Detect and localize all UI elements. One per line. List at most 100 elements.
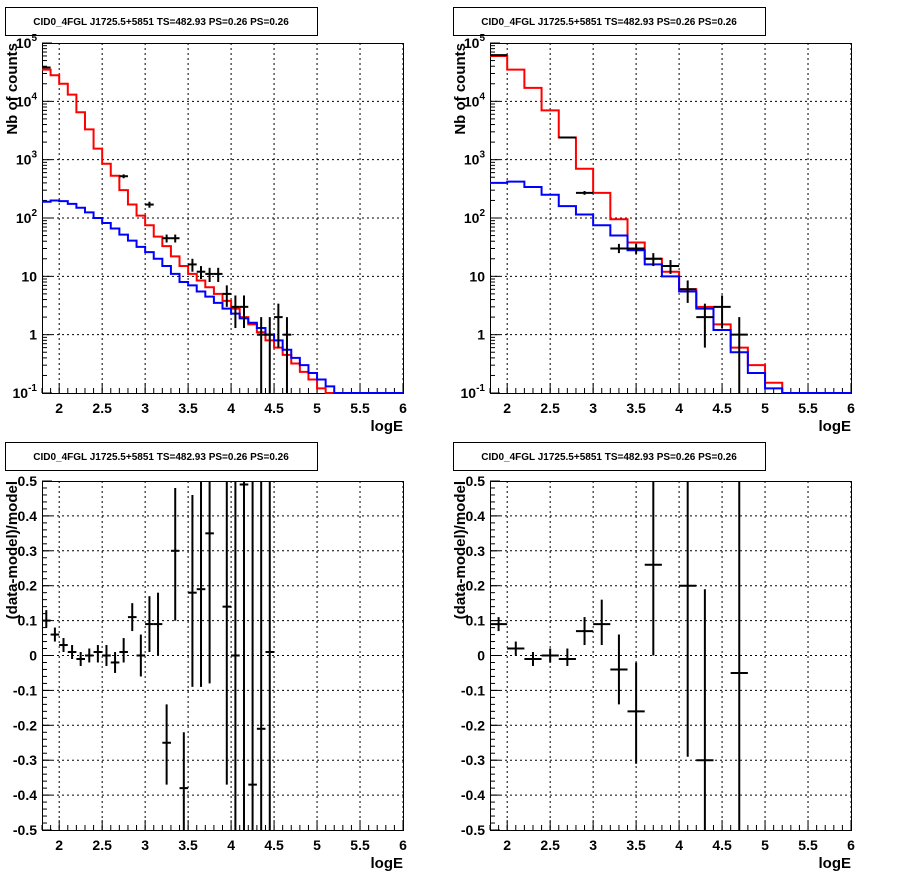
y-tick-label: 10-1: [13, 383, 38, 401]
y-tick-label: -0.2: [13, 717, 37, 733]
x-tick-label: 5: [313, 837, 321, 853]
y-axis-label: (data-model)/model: [452, 481, 469, 619]
y-tick-label: 102: [464, 208, 486, 226]
y-tick-label: -0.1: [461, 682, 485, 698]
x-tick-label: 6: [847, 400, 855, 416]
y-tick-label: 104: [16, 91, 38, 109]
data-point: [610, 243, 628, 254]
x-tick-label: 5.5: [798, 837, 818, 853]
data-point: [265, 317, 275, 393]
data-point: [644, 253, 662, 267]
data-point: [610, 634, 628, 705]
y-tick-label: -0.4: [461, 787, 485, 803]
x-tick-label: 3.5: [626, 400, 646, 416]
data-point: [145, 201, 154, 208]
data-point: [256, 317, 266, 393]
data-point: [119, 174, 128, 179]
data-point: [730, 317, 748, 393]
data-point: [196, 266, 206, 280]
x-tick-label: 2: [55, 400, 63, 416]
y-tick-label: -0.4: [13, 787, 37, 803]
x-tick-label: 5.5: [798, 400, 818, 416]
data-point: [76, 652, 85, 666]
histogram-series-line: [490, 180, 851, 394]
data-point: [627, 662, 645, 764]
title-box: [5, 7, 318, 36]
x-tick-label: 5: [761, 400, 769, 416]
data-point: [50, 627, 60, 642]
y-tick-label: 0.4: [466, 508, 486, 524]
title-box: [453, 442, 766, 471]
data-point: [42, 66, 51, 69]
data-point: [84, 648, 94, 663]
data-point: [524, 652, 542, 666]
data-point: [644, 481, 662, 656]
x-tick-label: 4: [675, 400, 683, 416]
x-tick-label: 3.5: [626, 837, 646, 853]
y-tick-label: 10: [21, 268, 37, 284]
x-tick-label: 6: [399, 400, 407, 416]
data-point: [490, 617, 508, 632]
data-point: [213, 267, 223, 282]
data-point: [627, 243, 645, 255]
chart-title: CID0_4FGL J1725.5+5851 TS=482.93 PS=0.26…: [33, 452, 289, 463]
data-point: [558, 136, 576, 139]
y-tick-label: 105: [464, 33, 486, 51]
data-point: [575, 617, 594, 646]
y-tick-label: -0.3: [461, 752, 485, 768]
data-point: [179, 732, 189, 830]
chart-panel: CID0_4FGL J1725.5+5851 TS=482.93 PS=0.26…: [4, 7, 407, 435]
data-point: [282, 317, 292, 393]
data-point: [696, 303, 714, 348]
y-tick-label: 103: [464, 150, 486, 168]
data-point: [102, 645, 111, 666]
data-point: [145, 596, 154, 653]
data-point: [575, 191, 594, 195]
chart-title: CID0_4FGL J1725.5+5851 TS=482.93 PS=0.26…: [33, 17, 289, 28]
x-tick-label: 2: [503, 837, 511, 853]
y-tick-label: -0.5: [461, 822, 485, 838]
y-tick-label: 0.3: [466, 543, 486, 559]
y-tick-label: 0.4: [18, 508, 38, 524]
y-tick-label: 105: [16, 33, 38, 51]
chart-panel: CID0_4FGL J1725.5+5851 TS=482.93 PS=0.26…: [4, 442, 407, 872]
chart-panel: CID0_4FGL J1725.5+5851 TS=482.93 PS=0.26…: [452, 442, 855, 872]
y-axis-label: Nb of counts: [452, 43, 469, 135]
data-point: [188, 494, 197, 687]
x-tick-label: 5.5: [350, 400, 370, 416]
data-point: [153, 592, 163, 656]
x-tick-label: 3: [589, 400, 597, 416]
y-tick-label: 0.2: [466, 578, 486, 594]
data-point: [170, 234, 180, 243]
x-tick-label: 6: [847, 837, 855, 853]
data-point: [205, 481, 214, 684]
chart-title: CID0_4FGL J1725.5+5851 TS=482.93 PS=0.26…: [481, 452, 737, 463]
x-tick-label: 3: [141, 837, 149, 853]
data-point: [222, 481, 232, 785]
x-tick-label: 2.5: [92, 837, 112, 853]
data-point: [696, 589, 714, 830]
data-point: [127, 603, 137, 632]
title-box: [453, 7, 766, 36]
x-tick-label: 4: [227, 837, 235, 853]
y-tick-label: 0.5: [18, 473, 38, 489]
x-tick-label: 4.5: [264, 837, 284, 853]
data-point: [239, 295, 249, 329]
chart-title: CID0_4FGL J1725.5+5851 TS=482.93 PS=0.26…: [481, 17, 737, 28]
x-tick-label: 4.5: [712, 400, 732, 416]
x-tick-label: 5: [761, 837, 769, 853]
y-tick-label: 103: [16, 150, 38, 168]
data-point: [67, 645, 77, 659]
x-axis-label: logE: [819, 418, 852, 435]
data-point: [205, 267, 214, 282]
x-tick-label: 2.5: [540, 400, 560, 416]
data-point: [274, 303, 283, 348]
x-axis-label: logE: [371, 855, 404, 872]
y-tick-label: 0.2: [18, 578, 38, 594]
x-tick-label: 2: [503, 400, 511, 416]
y-tick-label: -0.5: [13, 822, 37, 838]
x-tick-label: 5.5: [350, 837, 370, 853]
data-point: [558, 648, 576, 666]
x-tick-label: 5: [313, 400, 321, 416]
y-tick-label: -0.2: [461, 717, 485, 733]
